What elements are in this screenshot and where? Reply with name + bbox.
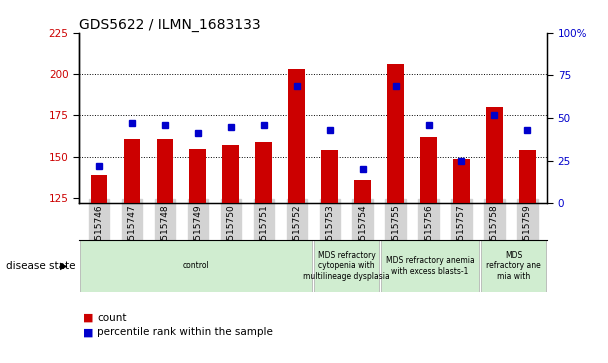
Text: ■: ■ — [83, 327, 94, 337]
Text: ▶: ▶ — [60, 261, 67, 271]
Text: GDS5622 / ILMN_1683133: GDS5622 / ILMN_1683133 — [79, 18, 261, 32]
Bar — [190, 148, 206, 203]
Bar — [314, 240, 379, 292]
Text: count: count — [97, 313, 127, 323]
Bar — [255, 142, 272, 203]
Bar — [80, 240, 312, 292]
Bar — [223, 145, 239, 203]
Bar — [123, 139, 140, 203]
Bar — [387, 64, 404, 203]
Text: percentile rank within the sample: percentile rank within the sample — [97, 327, 273, 337]
Text: MDS refractory anemia
with excess blasts-1: MDS refractory anemia with excess blasts… — [386, 256, 474, 276]
Bar — [486, 107, 503, 203]
Text: MDS
refractory ane
mia with: MDS refractory ane mia with — [486, 251, 541, 281]
Bar — [453, 159, 470, 203]
Bar — [519, 150, 536, 203]
Bar — [354, 180, 371, 203]
Text: control: control — [183, 261, 209, 270]
Text: disease state: disease state — [6, 261, 75, 271]
Text: ■: ■ — [83, 313, 94, 323]
Bar — [156, 139, 173, 203]
Bar — [91, 175, 107, 203]
Bar — [322, 150, 338, 203]
Bar — [381, 240, 479, 292]
Bar — [288, 69, 305, 203]
Bar — [420, 137, 437, 203]
Text: MDS refractory
cytopenia with
multilineage dysplasia: MDS refractory cytopenia with multilinea… — [303, 251, 390, 281]
Bar — [482, 240, 546, 292]
